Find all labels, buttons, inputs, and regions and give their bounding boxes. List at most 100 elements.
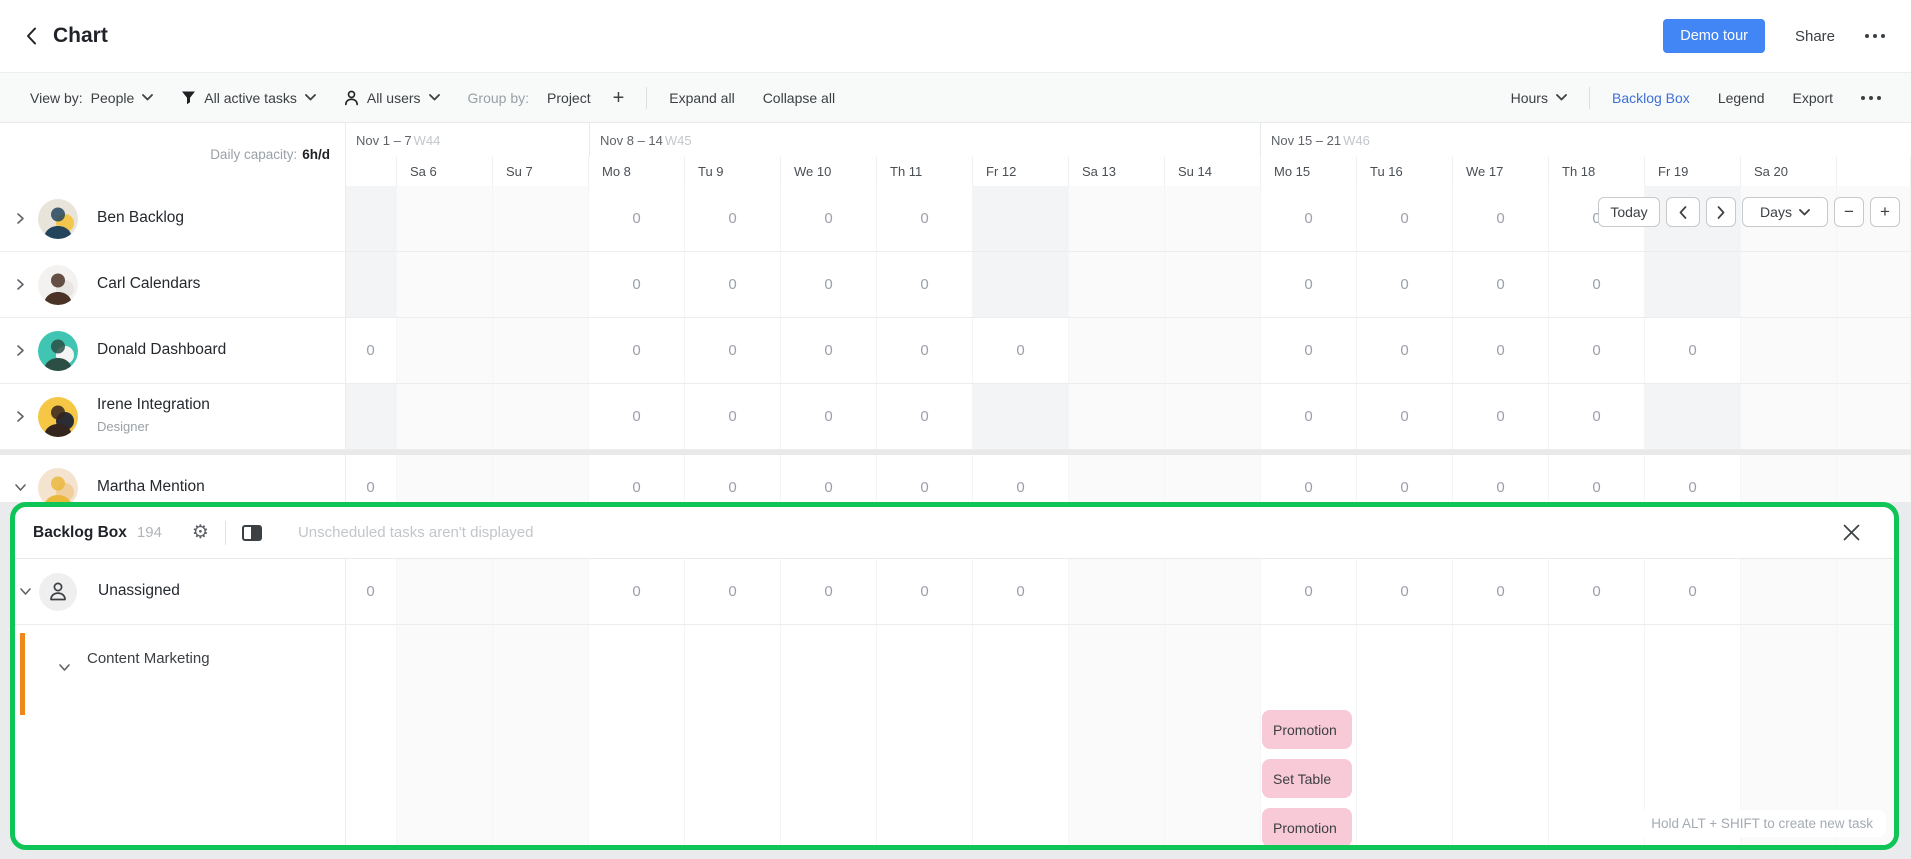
grid-cell: 0: [1549, 318, 1645, 383]
zoom-in-button[interactable]: +: [1870, 197, 1900, 227]
capacity-zero: 0: [728, 479, 737, 496]
group-by-label: Group by:: [467, 89, 530, 106]
backlog-task-count: 194: [136, 524, 162, 541]
grid-cell: 0: [1453, 252, 1549, 317]
grid-cell: 0: [345, 455, 397, 502]
export-link[interactable]: Export: [1792, 89, 1833, 106]
grid-cell: 0: [685, 318, 781, 383]
grid-cell: 0: [877, 186, 973, 251]
avatar: [38, 264, 78, 305]
capacity-zero: 0: [728, 210, 737, 227]
units-dropdown[interactable]: Hours: [1511, 90, 1567, 106]
capacity-zero: 0: [824, 210, 833, 227]
capacity-zero: 0: [366, 479, 375, 496]
person-name: Martha Mention: [97, 477, 205, 495]
avatar: [38, 198, 78, 239]
expand-all-button[interactable]: Expand all: [669, 89, 735, 106]
grid-cell: 0: [973, 318, 1069, 383]
zoom-out-button[interactable]: −: [1834, 197, 1864, 227]
project-group-row: Content Marketing Promotion Set Table Promo…: [15, 625, 1894, 845]
grid-cell: [1645, 384, 1741, 449]
scale-dropdown[interactable]: Days: [1742, 197, 1828, 227]
grid-cell: [1165, 186, 1261, 251]
header-more-icon[interactable]: [1865, 34, 1885, 38]
capacity-zero: 0: [728, 583, 737, 600]
week-band: Nov 8 – 14 W45: [589, 123, 1260, 157]
prev-button[interactable]: [1666, 197, 1700, 227]
view-by-dropdown[interactable]: View by: People: [30, 89, 154, 106]
task-chip[interactable]: Promotion: [1262, 710, 1352, 749]
panel-sidebar-divider: [345, 559, 346, 845]
next-button[interactable]: [1706, 197, 1736, 227]
add-group-icon[interactable]: +: [612, 86, 625, 109]
daily-capacity-label: Daily capacity:: [210, 147, 298, 162]
unassigned-avatar: [39, 572, 77, 611]
demo-tour-button[interactable]: Demo tour: [1663, 19, 1765, 53]
person-row: 0 0 0 0 0 0 0 0 Carl Calendars: [0, 252, 1911, 318]
capacity-zero: 0: [1304, 210, 1313, 227]
share-button[interactable]: Share: [1794, 27, 1835, 45]
panel-layout-icon[interactable]: [241, 524, 262, 541]
expand-row-icon[interactable]: [12, 343, 28, 359]
task-chip[interactable]: Promotion: [1262, 808, 1352, 845]
person-row: 0 0 0 0 0 0 0 0 0 0 0 Martha Mention: [0, 455, 1911, 502]
avatar: [38, 396, 78, 437]
chevron-down-icon: [142, 94, 154, 101]
panel-header-divider: [224, 520, 226, 545]
project-color-bar: [20, 633, 25, 715]
grid-cell: 0: [1261, 559, 1357, 624]
grid-cell: 0: [1549, 559, 1645, 624]
grid-cell: [345, 252, 397, 317]
grid-cell: [1069, 625, 1165, 845]
expand-row-icon[interactable]: [12, 409, 28, 425]
close-icon[interactable]: [1843, 524, 1860, 541]
grid-cell: 0: [589, 455, 685, 502]
grid-cell: [1453, 625, 1549, 845]
day-header-cell: We 17: [1453, 157, 1549, 186]
create-task-hint: Hold ALT + SHIFT to create new task: [1638, 810, 1886, 837]
capacity-zero: 0: [1592, 276, 1601, 293]
unassigned-row: 0 0 0 0 0 0 0 0 0 0 0 Unassigned: [15, 559, 1894, 625]
schedule-grid: 0 0 0 0 0 0 0 0 Ben Backlog 0 0 0 0 0 0 0 0 Carl Calendar…: [0, 186, 1911, 502]
settings-gear-icon[interactable]: ⚙: [191, 522, 209, 543]
person-row: 0 0 0 0 0 0 0 0 Designer Irene Integration: [0, 384, 1911, 450]
capacity-zero: 0: [1304, 276, 1313, 293]
task-filter-dropdown[interactable]: All active tasks: [181, 90, 316, 106]
collapse-row-icon[interactable]: [12, 480, 28, 496]
grid-cell: [973, 252, 1069, 317]
capacity-zero: 0: [920, 408, 929, 425]
collapse-all-button[interactable]: Collapse all: [762, 89, 836, 106]
grid-cell: 0: [1357, 455, 1453, 502]
capacity-zero: 0: [632, 479, 641, 496]
grid-cell: [397, 455, 493, 502]
group-by-value[interactable]: Project: [547, 89, 591, 106]
capacity-zero: 0: [632, 583, 641, 600]
collapse-group-icon[interactable]: [56, 659, 72, 675]
expand-row-icon[interactable]: [12, 277, 28, 293]
grid-cell: 0: [589, 186, 685, 251]
grid-cell: 0: [781, 384, 877, 449]
grid-cell: [493, 625, 589, 845]
view-by-label: View by:: [30, 89, 83, 106]
expand-row-icon[interactable]: [12, 211, 28, 227]
task-chip-label: Promotion: [1273, 819, 1337, 836]
grid-cell: 0: [781, 559, 877, 624]
today-button[interactable]: Today: [1598, 197, 1660, 227]
capacity-zero: 0: [1304, 342, 1313, 359]
capacity-zero: 0: [1016, 342, 1025, 359]
collapse-row-icon[interactable]: [17, 584, 33, 600]
task-chip-label: Set Table: [1273, 770, 1332, 787]
back-button[interactable]: [26, 27, 37, 45]
chart-toolbar: View by: People All active tasks All use…: [0, 73, 1911, 123]
task-chip[interactable]: Set Table: [1262, 759, 1352, 798]
grid-cell: 0: [1357, 559, 1453, 624]
user-filter-dropdown[interactable]: All users: [344, 90, 440, 106]
grid-cell: 0: [877, 384, 973, 449]
grid-cell: 0: [1645, 318, 1741, 383]
user-icon: [344, 90, 358, 105]
capacity-zero: 0: [1016, 583, 1025, 600]
toolbar-more-icon[interactable]: [1861, 95, 1881, 100]
grid-cell: [1837, 252, 1911, 317]
legend-link[interactable]: Legend: [1717, 89, 1765, 106]
backlog-box-link[interactable]: Backlog Box: [1611, 89, 1690, 106]
